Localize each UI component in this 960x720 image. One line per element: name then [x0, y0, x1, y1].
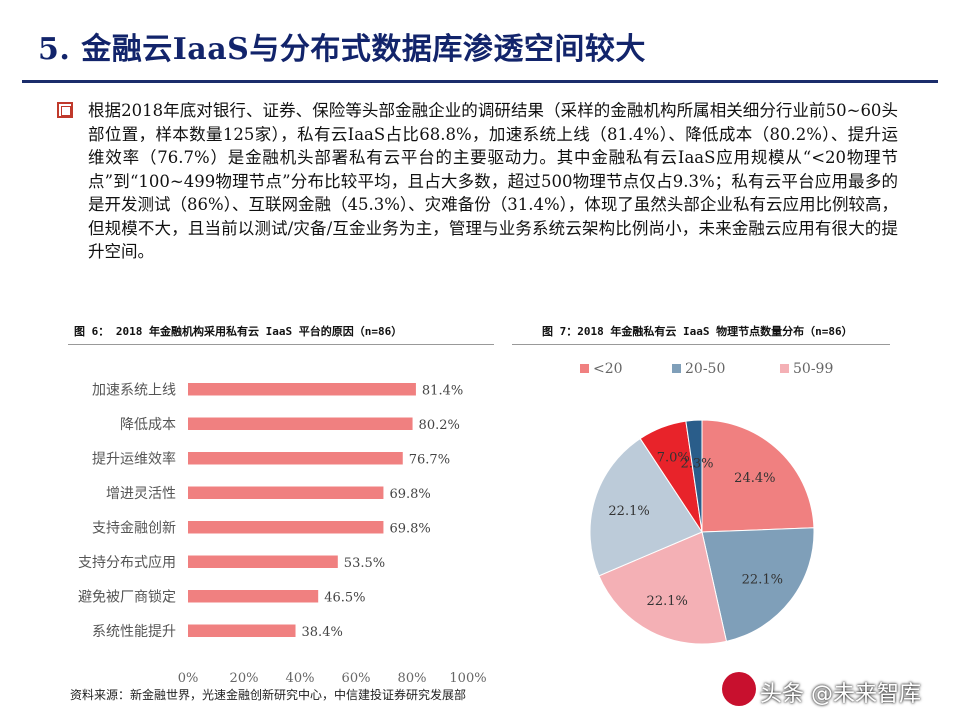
legend-swatch	[672, 364, 681, 373]
bar-value-label: 69.8%	[389, 521, 430, 536]
watermark-text: 头条 @未来智库	[760, 682, 921, 707]
bar-value-label: 80.2%	[419, 418, 460, 433]
legend-swatch	[780, 364, 789, 373]
pie-slice	[701, 419, 815, 533]
x-tick-label: 100%	[449, 671, 486, 686]
bar-category-label: 支持分布式应用	[78, 554, 176, 571]
bar-category-label: 增进灵活性	[106, 486, 176, 502]
source-note: 资料来源：新金融世界，光速金融创新研究中心，中信建投证券研究发展部	[70, 688, 467, 702]
bar-chart: 加速系统上线 81.4% 降低成本 80.2% 提升运维效率 76.7% 增进灵活性 69.8…	[78, 382, 487, 686]
pie-slice-label: 22.1%	[742, 572, 783, 587]
figure6-caption: 图 6： 2018 年金融机构采用私有云 IaaS 平台的原因（n=86）	[74, 325, 403, 338]
bar	[188, 383, 416, 396]
pie-slice-label: 2.3%	[680, 457, 713, 472]
bar	[188, 521, 384, 534]
pie-slice	[598, 531, 728, 645]
legend-label: <20	[593, 361, 623, 377]
watermark-logo-icon	[722, 672, 756, 706]
figure7-divider	[512, 344, 890, 345]
bar-value-label: 69.8%	[389, 487, 430, 502]
body-paragraph: 根据2018年底对银行、证券、保险等头部金融企业的调研结果（采样的金融机构所属相…	[88, 101, 898, 261]
bullet-square-icon	[57, 102, 73, 118]
bar-value-label: 38.4%	[302, 625, 343, 640]
x-tick-label: 60%	[342, 671, 371, 686]
legend-swatch	[580, 364, 589, 373]
bar-value-label: 76.7%	[409, 452, 450, 467]
page-title: 5. 金融云IaaS与分布式数据库渗透空间较大	[38, 32, 646, 67]
bar	[188, 555, 338, 568]
pie-chart: <20 20-50 50-99 24.4% 22.1% 22.1% 22.1% 7.0%2.3…	[580, 361, 833, 645]
pie-slice	[701, 527, 815, 642]
bar-value-label: 46.5%	[324, 590, 365, 605]
figure6-divider	[68, 344, 494, 345]
bar	[188, 486, 384, 499]
bar	[188, 452, 403, 465]
bar-category-label: 加速系统上线	[92, 382, 176, 398]
figure7-caption: 图 7：2018 年金融私有云 IaaS 物理节点数量分布（n=86）	[542, 325, 853, 338]
x-tick-label: 40%	[286, 671, 315, 686]
pie-slice	[589, 437, 703, 577]
bar-category-label: 支持金融创新	[92, 520, 176, 536]
bar-category-label: 提升运维效率	[92, 450, 176, 467]
bar-category-label: 降低成本	[120, 417, 176, 433]
x-tick-label: 80%	[398, 671, 427, 686]
pie-slice-label: 22.1%	[608, 504, 649, 519]
pie-slice-label: 24.4%	[734, 471, 775, 486]
x-tick-label: 0%	[178, 671, 199, 686]
x-tick-label: 20%	[230, 671, 259, 686]
pie-slice	[685, 419, 703, 533]
bar	[188, 624, 296, 637]
title-divider	[22, 80, 938, 83]
pie-slice-label: 7.0%	[657, 451, 690, 466]
bar-value-label: 81.4%	[422, 383, 463, 398]
legend-label: 20-50	[685, 361, 725, 377]
bar-value-label: 53.5%	[344, 556, 385, 571]
legend-label: 50-99	[793, 361, 833, 377]
bar-category-label: 避免被厂商锁定	[78, 589, 176, 605]
bar-category-label: 系统性能提升	[92, 624, 176, 640]
pie-slice-label: 22.1%	[647, 594, 688, 609]
bar	[188, 590, 319, 603]
bar	[188, 417, 413, 430]
